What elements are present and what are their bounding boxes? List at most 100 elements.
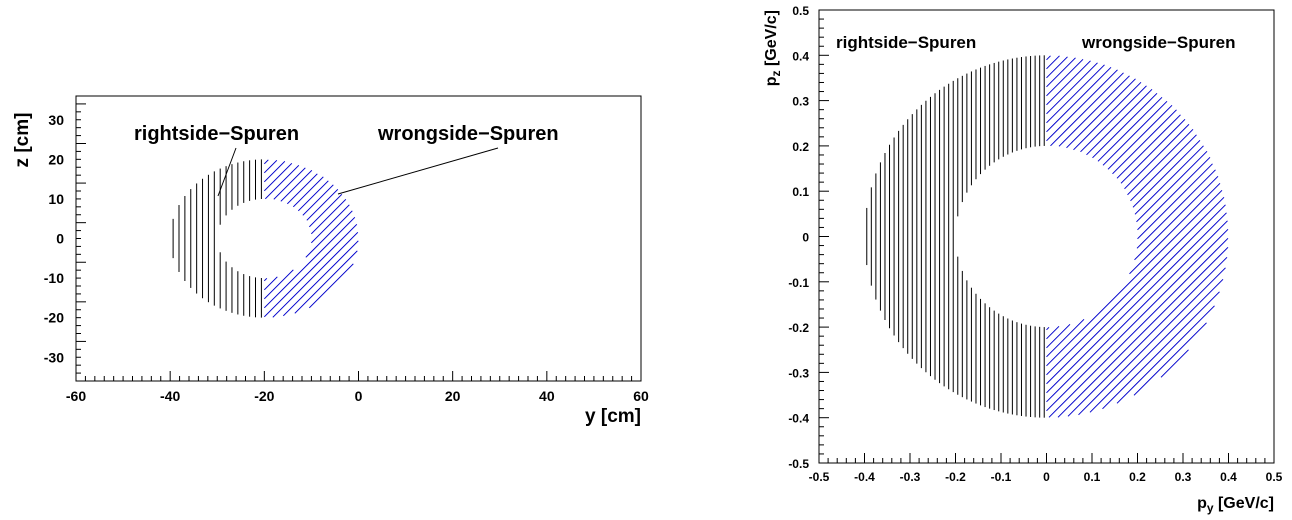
hatch-line-wrongside <box>1116 114 1181 179</box>
hatch-line-wrongside <box>263 276 278 291</box>
hatch-line-wrongside <box>263 277 268 282</box>
hatch-line-wrongside <box>1046 56 1068 79</box>
hatch-line-wrongside <box>1046 60 1091 106</box>
hatch-line-wrongside <box>302 184 334 216</box>
right-annotation-wrongside: wrongside−Spuren <box>1081 33 1236 52</box>
hatch-line-wrongside <box>1136 169 1216 249</box>
hatch-line-wrongside <box>1048 237 1229 418</box>
r-x-tick-label: -0.2 <box>945 470 966 484</box>
r-y-tick-label: 0 <box>802 231 809 245</box>
hatch-line-wrongside <box>1046 228 1229 412</box>
hatch-line-wrongside <box>1112 109 1177 175</box>
hatch-line-wrongside <box>1102 291 1220 410</box>
hatch-line-wrongside <box>1046 325 1060 340</box>
hatch-line-wrongside <box>1046 57 1076 88</box>
left-annotation-pointer-rightside <box>217 147 237 197</box>
hatch-line-wrongside <box>294 250 358 314</box>
hatch-line-wrongside <box>1058 75 1130 147</box>
left-panel: -60 -40 -20 0 20 40 60 -30 -20 -10 0 10 20 30 y [cm]… <box>12 95 649 427</box>
r-y-tick-label: -0.5 <box>788 457 809 471</box>
r-y-tick-label: -0.4 <box>788 412 809 426</box>
hatch-line-wrongside <box>305 210 353 258</box>
l-y-tick-label: 0 <box>56 231 64 247</box>
hatch-line-wrongside <box>263 159 269 165</box>
l-x-tick-label: 40 <box>539 388 555 404</box>
hatch-line-wrongside <box>1132 139 1201 208</box>
right-x-axis-title: py [GeV/c] <box>1197 495 1274 515</box>
hatch-line-wrongside <box>1073 81 1142 151</box>
hatch-line-wrongside <box>1116 305 1215 404</box>
hatch-line-wrongside <box>1080 85 1147 153</box>
hatch-line-wrongside <box>264 164 300 200</box>
hatch-line-wrongside <box>1046 55 1060 70</box>
hatch-line-wrongside <box>1046 69 1118 142</box>
hatch-line-wrongside <box>1046 62 1098 115</box>
r-y-tick-label: 0.2 <box>792 140 809 154</box>
hatch-line-wrongside <box>1107 104 1173 170</box>
r-y-tick-label: 0.1 <box>792 185 809 199</box>
r-y-tick-label: -0.3 <box>788 366 809 380</box>
hatch-line-wrongside <box>1130 134 1197 202</box>
left-hatch-layer <box>172 159 359 318</box>
l-y-tick-label: -30 <box>44 349 64 365</box>
hatch-line-wrongside <box>273 167 306 200</box>
hatch-line-wrongside <box>1089 278 1224 413</box>
hatch-line-wrongside <box>263 269 294 300</box>
r-x-tick-label: 0.4 <box>1220 470 1237 484</box>
hatch-line-wrongside <box>1046 66 1112 133</box>
left-y-tick-labels: -30 -20 -10 0 10 20 30 <box>44 112 64 366</box>
r-x-tick-label: -0.4 <box>854 470 875 484</box>
hatch-line-wrongside <box>1046 55 1051 61</box>
left-tick-marks <box>75 95 642 382</box>
left-x-axis-title: y [cm] <box>585 406 641 427</box>
right-x-tick-labels: -0.5 -0.4 -0.3 -0.2 -0.1 0 0.1 0.2 0.3 0.4 0.5 <box>809 470 1283 484</box>
hatch-line-wrongside <box>297 180 329 212</box>
hatch-line-wrongside <box>1046 204 1226 385</box>
hatch-line-wrongside <box>1127 128 1194 196</box>
r-y-tick-label: -0.2 <box>788 321 809 335</box>
hatch-line-wrongside <box>1133 322 1207 396</box>
hatch-line-wrongside <box>1046 189 1223 367</box>
hatch-line-wrongside <box>1046 323 1071 349</box>
hatch-line-wrongside <box>1078 267 1226 416</box>
right-panel: -0.5 -0.4 -0.3 -0.2 -0.1 0 0.1 0.2 0.3 0.4 0.5 -0.… <box>763 4 1283 515</box>
hatch-line-wrongside <box>1124 123 1190 190</box>
r-y-tick-label: -0.1 <box>788 276 809 290</box>
hatch-line-wrongside <box>308 263 354 309</box>
r-x-tick-label: -0.5 <box>809 470 830 484</box>
hatch-line-wrongside <box>1046 318 1085 358</box>
l-y-tick-label: 30 <box>48 112 64 128</box>
hatch-line-wrongside <box>263 160 286 183</box>
hatch-line-wrongside <box>282 240 359 317</box>
hatch-line-wrongside <box>280 169 313 202</box>
hatch-line-wrongside <box>263 223 358 318</box>
left-x-tick-labels: -60 -40 -20 0 20 40 60 <box>66 388 649 404</box>
r-x-tick-label: 0 <box>1043 470 1050 484</box>
hatch-line-wrongside <box>1102 100 1168 166</box>
hatch-line-wrongside <box>1092 92 1158 159</box>
left-annotation-rightside: rightside−Spuren <box>134 123 299 145</box>
hatch-line-wrongside <box>308 193 343 228</box>
hatch-line-wrongside <box>1160 349 1189 378</box>
right-y-tick-labels: -0.5 -0.4 -0.3 -0.2 -0.1 0 0.1 0.2 0.3 0.4 0.5 <box>788 4 809 471</box>
l-x-tick-label: 20 <box>445 388 461 404</box>
hatch-line-wrongside <box>292 176 324 208</box>
hatch-line-wrongside <box>1046 220 1228 403</box>
hatch-line-wrongside <box>1046 196 1225 376</box>
l-y-tick-label: -20 <box>44 310 64 326</box>
r-x-tick-label: 0.5 <box>1266 470 1283 484</box>
hatch-line-wrongside <box>263 159 278 174</box>
hatch-line-wrongside <box>1057 246 1229 418</box>
left-y-axis-title: z [cm] <box>12 113 33 168</box>
l-x-tick-label: -40 <box>160 388 180 404</box>
hatch-line-wrongside <box>1046 64 1105 124</box>
hatch-line-wrongside <box>1134 175 1219 261</box>
hatch-line-wrongside <box>1129 182 1221 275</box>
r-y-tick-label: 0.3 <box>792 95 809 109</box>
hatch-line-wrongside <box>1137 156 1211 231</box>
l-y-tick-label: 10 <box>48 191 64 207</box>
hatch-line-wrongside <box>263 216 356 309</box>
r-x-tick-label: -0.1 <box>991 470 1012 484</box>
hatch-line-wrongside <box>1046 58 1084 97</box>
r-x-tick-label: -0.3 <box>900 470 921 484</box>
